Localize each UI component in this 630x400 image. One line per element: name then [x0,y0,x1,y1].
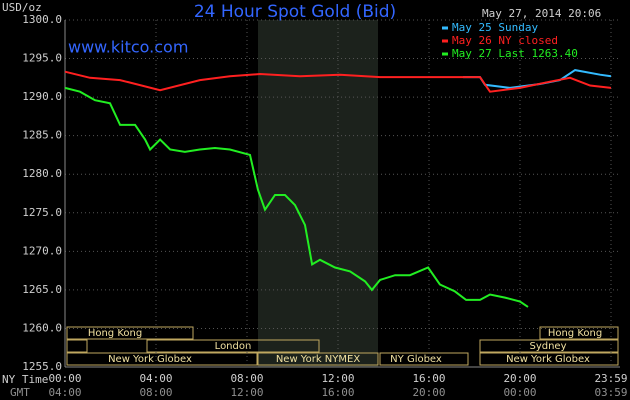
x-axis-label: NY Time [2,373,48,386]
x-tick-label: 23:59 [594,372,627,385]
y-tick-label: 1295.0 [22,52,62,65]
session-label: Sydney [529,341,566,352]
y-tick-label: 1275.0 [22,206,62,219]
y-tick-label: 1280.0 [22,167,62,180]
y-tick-label: 1270.0 [22,244,62,257]
session-label: NY Globex [390,354,442,365]
legend-label: May 26 NY closed [452,34,558,47]
unit-label: USD/oz [2,1,42,14]
x2-tick-label: 12:00 [230,386,263,399]
y-tick-label: 1265.0 [22,283,62,296]
x2-axis-label: GMT [10,386,30,399]
y-tick-label: 1255.0 [22,360,62,373]
x2-tick-label: 04:00 [48,386,81,399]
session-label: Hong Kong [548,328,602,339]
x-tick-label: 20:00 [503,372,536,385]
session-box [66,326,194,340]
x2-tick-label: 00:00 [503,386,536,399]
x2-tick-label: 03:59 [594,386,627,399]
session-box [66,339,88,353]
session-label: New York Globex [108,354,192,365]
x2-tick-label: 16:00 [321,386,354,399]
x-tick-label: 00:00 [48,372,81,385]
y-tick-label: 1285.0 [22,129,62,142]
x-tick-label: 08:00 [230,372,263,385]
timestamp: May 27, 2014 20:06 [482,7,601,20]
legend-label: May 27 Last 1263.40 [452,47,578,60]
session-label: New York Globex [506,354,590,365]
y-tick-label: 1260.0 [22,321,62,334]
x2-tick-label: 20:00 [412,386,445,399]
session-label: New York NYMEX [276,354,361,365]
chart-title: 24 Hour Spot Gold (Bid) [194,2,396,22]
y-tick-label: 1300.0 [22,13,62,26]
session-shade [258,20,378,367]
session-box [539,326,619,340]
session-box [66,352,258,366]
site-label: www.kitco.com [68,38,188,57]
legend-label: May 25 Sunday [452,21,538,34]
x2-tick-label: 08:00 [139,386,172,399]
price-line [64,86,529,308]
sessions: Hong Kong London New York Globex New Yor… [64,19,620,368]
session-box [379,352,469,366]
price-line [64,70,612,93]
session-box [479,339,619,353]
session-box [146,339,320,353]
x-tick-label: 12:00 [321,372,354,385]
session-label: London [215,341,252,352]
x-tick-label: 16:00 [412,372,445,385]
session-box [479,352,619,366]
y-tick-label: 1290.0 [22,90,62,103]
session-box [257,352,379,366]
x-tick-label: 04:00 [139,372,172,385]
session-label: Hong Kong [88,328,142,339]
